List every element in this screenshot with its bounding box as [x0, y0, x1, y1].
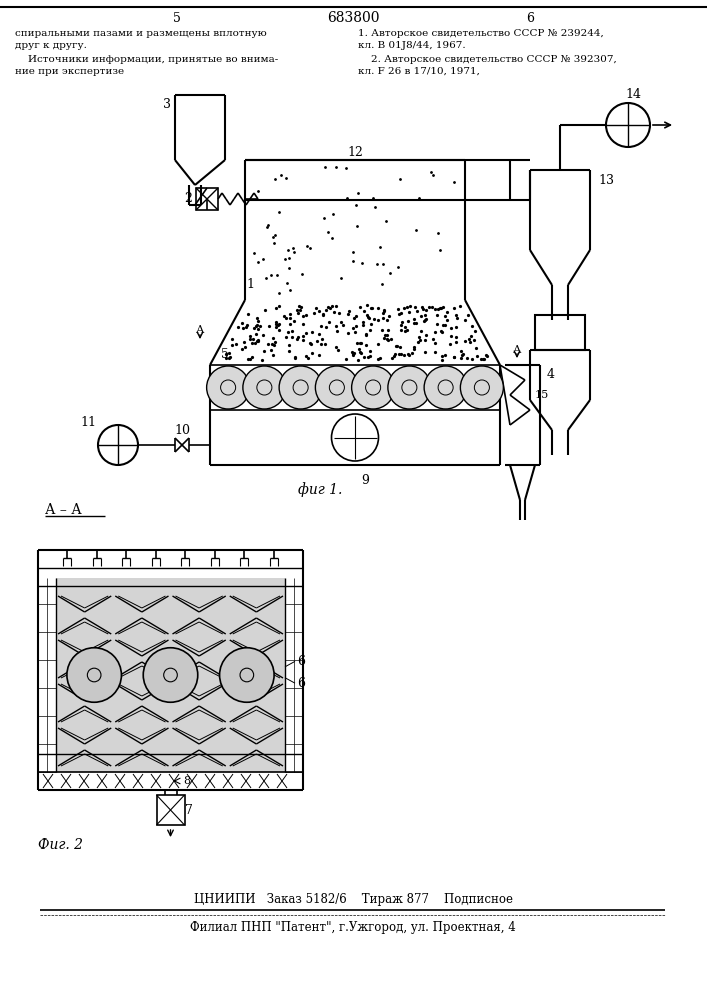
Circle shape — [315, 366, 358, 409]
Text: 15: 15 — [535, 390, 549, 400]
Text: 10: 10 — [174, 424, 190, 436]
Text: кл. В 01J8/44, 1967.: кл. В 01J8/44, 1967. — [358, 40, 466, 49]
Circle shape — [243, 366, 286, 409]
Circle shape — [460, 366, 503, 409]
Bar — [196, 188, 218, 210]
Text: 1. Авторское свидетельство СССР № 239244,: 1. Авторское свидетельство СССР № 239244… — [358, 29, 604, 38]
Text: 12: 12 — [347, 145, 363, 158]
Text: 6: 6 — [526, 11, 534, 24]
Text: ЦНИИПИ   Заказ 5182/6    Тираж 877    Подписное: ЦНИИПИ Заказ 5182/6 Тираж 877 Подписное — [194, 894, 513, 906]
Text: кл. F 26 в 17/10, 1971,: кл. F 26 в 17/10, 1971, — [358, 66, 480, 76]
Text: Филиал ПНП "Патент", г.Ужгород, ул. Проектная, 4: Филиал ПНП "Патент", г.Ужгород, ул. Прое… — [190, 922, 516, 934]
Circle shape — [351, 366, 395, 409]
Text: 683800: 683800 — [327, 11, 379, 25]
Text: 2: 2 — [184, 192, 192, 206]
Circle shape — [279, 366, 322, 409]
Text: фиг 1.: фиг 1. — [298, 483, 342, 497]
Text: 7: 7 — [185, 804, 192, 816]
Text: ние при экспертизе: ние при экспертизе — [15, 66, 124, 76]
Text: 5: 5 — [221, 349, 229, 361]
Text: А: А — [196, 325, 204, 335]
Circle shape — [220, 648, 274, 702]
Text: А – А: А – А — [45, 503, 82, 517]
Text: 11: 11 — [80, 416, 96, 428]
Text: 9: 9 — [361, 474, 369, 487]
Text: 4: 4 — [547, 368, 555, 381]
Circle shape — [144, 648, 198, 702]
Text: А: А — [513, 345, 521, 355]
Circle shape — [67, 648, 122, 702]
Bar — [56, 578, 285, 772]
Text: друг к другу.: друг к другу. — [15, 40, 87, 49]
Text: 1: 1 — [246, 278, 254, 292]
Text: 2. Авторское свидетельство СССР № 392307,: 2. Авторское свидетельство СССР № 392307… — [358, 54, 617, 64]
Text: 13: 13 — [598, 174, 614, 186]
Text: 5: 5 — [173, 11, 181, 24]
Text: 6: 6 — [297, 655, 305, 668]
Bar — [535, 315, 585, 350]
Text: 14: 14 — [625, 89, 641, 102]
Bar — [156, 795, 185, 825]
Text: 6: 6 — [297, 677, 305, 690]
Text: Источники информации, принятые во внима-: Источники информации, принятые во внима- — [15, 54, 279, 64]
Circle shape — [424, 366, 467, 409]
Text: 3: 3 — [163, 99, 171, 111]
Circle shape — [388, 366, 431, 409]
Text: 8: 8 — [184, 776, 191, 786]
Circle shape — [206, 366, 250, 409]
Text: Фиг. 2: Фиг. 2 — [38, 838, 83, 852]
Text: спиральными пазами и размещены вплотную: спиральными пазами и размещены вплотную — [15, 29, 267, 38]
